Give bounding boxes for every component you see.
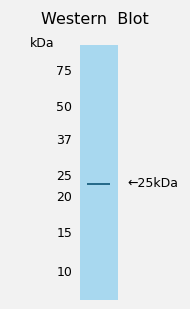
Text: 15: 15 xyxy=(56,227,72,240)
Text: 25: 25 xyxy=(56,170,72,183)
Text: 75: 75 xyxy=(56,65,72,78)
Text: Western  Blot: Western Blot xyxy=(41,12,149,28)
Text: 50: 50 xyxy=(56,101,72,114)
Text: 10: 10 xyxy=(56,266,72,279)
Bar xyxy=(80,45,118,300)
Text: 20: 20 xyxy=(56,191,72,204)
Text: ←25kDa: ←25kDa xyxy=(127,177,178,190)
Text: kDa: kDa xyxy=(29,37,54,50)
Text: 37: 37 xyxy=(56,134,72,147)
